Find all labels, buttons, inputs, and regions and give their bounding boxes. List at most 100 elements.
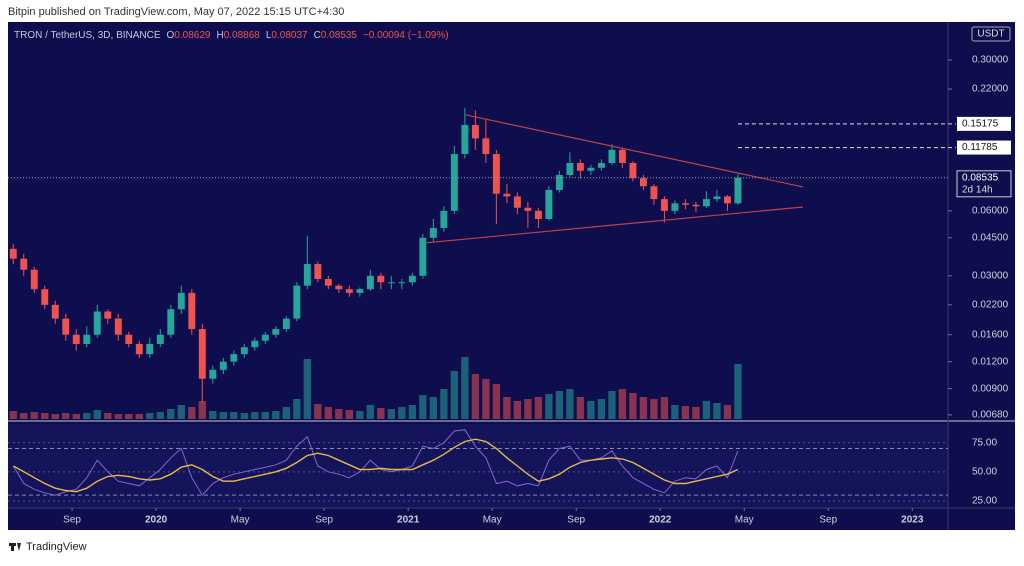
level-box [957, 140, 1011, 155]
candle-body [503, 193, 511, 197]
volume-bar [608, 391, 616, 419]
volume-bar [702, 401, 711, 419]
candle-body [618, 149, 626, 163]
candle-body [293, 285, 301, 319]
ohlc-value: 0.08535 [321, 30, 358, 41]
candle-body [398, 282, 406, 284]
volume-bar [387, 409, 396, 419]
level-label: 0.11785 [962, 142, 998, 153]
candle-body [177, 292, 185, 310]
volume-bar [471, 374, 480, 419]
candle-body [440, 210, 448, 228]
volume-bar [20, 413, 28, 419]
volume-bar [587, 401, 595, 419]
volume-bar [555, 391, 564, 419]
volume-bar [513, 401, 522, 419]
candle-body [482, 138, 490, 155]
candle-body [576, 162, 584, 171]
x-tick-label: 2021 [397, 515, 420, 526]
x-tick-label: May [483, 515, 502, 526]
level-box [957, 116, 1011, 131]
candle-body [314, 264, 322, 279]
volume-bar [639, 397, 648, 419]
candle-body [156, 334, 164, 344]
volume-bar [198, 401, 206, 419]
x-tick-label: Sep [315, 515, 333, 526]
candle-body [639, 178, 647, 187]
candle-body [167, 309, 175, 335]
y-tick-label: 0.01200 [972, 356, 1009, 367]
volume-bar [135, 414, 143, 419]
candle-body [188, 292, 196, 330]
volume-bar [408, 405, 417, 419]
candle-body [62, 318, 70, 335]
volume-bar [125, 414, 133, 419]
volume-bar [314, 404, 322, 419]
symbol-title: TRON / TetherUS, 3D, BINANCE [14, 30, 161, 41]
y-tick-label: 0.30000 [972, 55, 1009, 66]
candle-body [51, 304, 59, 319]
volume-bar [146, 413, 154, 419]
candle-body [93, 311, 101, 335]
x-tick-label: 2023 [901, 515, 924, 526]
volume-bar [618, 389, 627, 419]
volume-bar [93, 410, 101, 419]
x-tick-label: Sep [819, 515, 837, 526]
currency[interactable]: USDT [977, 29, 1004, 40]
volume-bar [282, 407, 290, 419]
candle-body [9, 248, 17, 259]
volume-bar [429, 397, 438, 419]
y-tick-label: 0.00900 [972, 383, 1009, 394]
volume-bar [240, 413, 248, 419]
candle-body [366, 275, 374, 290]
candle-body [671, 203, 679, 211]
volume-bar [534, 397, 543, 419]
volume-bar [629, 393, 637, 419]
candle-body [587, 167, 595, 171]
volume-bar [597, 399, 606, 419]
volume-bar [734, 364, 742, 419]
ohlc-label: L [266, 30, 272, 41]
volume-bar [440, 389, 448, 419]
candle-body [723, 196, 731, 204]
volume-bar [681, 406, 690, 419]
volume-bar [566, 389, 574, 419]
volume-bar [30, 412, 38, 419]
rsi-pane [8, 424, 948, 508]
ohlc-label: O [167, 30, 175, 41]
volume-bar [482, 379, 490, 419]
candle-body [534, 210, 542, 219]
candle-body [660, 199, 668, 211]
volume-bar [576, 397, 585, 419]
y-tick-label: 0.01600 [972, 329, 1009, 340]
trendline [424, 206, 804, 244]
x-tick-label: Sep [63, 515, 81, 526]
ohlc-value: 0.08629 [174, 30, 211, 41]
candle-body [146, 343, 154, 355]
candle-body [597, 162, 605, 168]
currency-frame[interactable] [971, 26, 1011, 42]
y-tick-label: 0.03000 [972, 270, 1009, 281]
volume-bar [671, 405, 679, 419]
volume-bar [450, 371, 459, 419]
candle-body [471, 124, 479, 139]
volume-bar [293, 399, 301, 419]
candle-body [41, 289, 49, 305]
currency-box[interactable]: USDT [971, 26, 1011, 42]
volume-bar [51, 414, 59, 419]
volume-bar [723, 405, 732, 419]
candle-body [135, 343, 143, 355]
candle-body [461, 124, 469, 155]
candle-body [261, 334, 269, 341]
logo-v [17, 543, 21, 551]
volume-bar [9, 411, 17, 419]
volume-bar [345, 410, 354, 419]
brand: TradingView [26, 541, 87, 553]
volume-bar [492, 384, 501, 419]
volume-bar [545, 394, 553, 419]
candle-body [282, 318, 290, 330]
legend: TRON / TetherUS, 3D, BINANCE O0.08629 H0.0… [14, 30, 449, 41]
volume-bar [398, 407, 406, 419]
